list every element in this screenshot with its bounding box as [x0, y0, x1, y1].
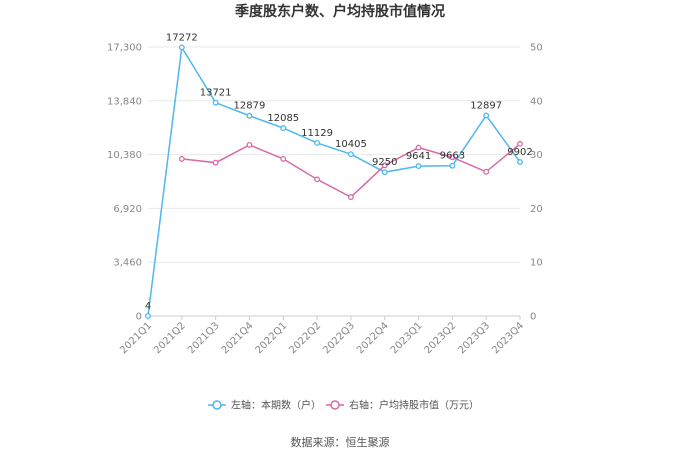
y-axis-right: 0 10 20 30 40 50	[530, 43, 543, 323]
series-point-1	[449, 154, 456, 161]
x-tick-label: 2023Q2	[423, 320, 459, 356]
x-tick-label: 2022Q2	[287, 320, 323, 356]
series-point-1	[381, 162, 388, 169]
y-left-tick-label: 3,460	[113, 258, 142, 269]
series-point-1	[246, 141, 253, 148]
series-point-0	[145, 312, 151, 319]
source-note: 数据来源：恒生聚源	[291, 435, 390, 449]
series-point-1	[347, 194, 354, 201]
data-label: 9663	[440, 151, 465, 162]
series-point-1	[212, 159, 219, 166]
y-left-tick-label: 17,300	[107, 43, 142, 54]
data-label: 13721	[200, 88, 232, 99]
data-label: 17272	[166, 32, 198, 43]
series-point-1	[483, 168, 490, 175]
legend-marker-0	[212, 400, 222, 410]
series-point-1	[178, 155, 185, 162]
y-right-tick-label: 20	[530, 204, 543, 215]
y-left-tick-label: 10,380	[107, 150, 142, 161]
data-label: 9641	[406, 151, 431, 162]
series-point-1	[280, 155, 287, 162]
y-left-tick-label: 6,920	[113, 204, 142, 215]
x-tick-label: 2022Q4	[355, 320, 391, 356]
y-left-tick-label: 13,840	[107, 96, 142, 107]
legend[interactable]: 左轴：本期数（户） 右轴：户均持股市值（万元）	[208, 399, 479, 412]
y-right-tick-label: 50	[530, 43, 543, 54]
x-tick-label: 2021Q1	[118, 320, 154, 356]
series-point-1	[415, 144, 422, 151]
data-label: 12897	[470, 100, 502, 111]
data-label: 12879	[234, 101, 266, 112]
x-tick-label: 2023Q4	[490, 320, 526, 356]
series-layer	[145, 44, 523, 319]
y-right-tick-label: 10	[530, 258, 543, 269]
series-point-0	[178, 44, 185, 51]
series-point-0	[449, 162, 456, 169]
x-tick-label: 2021Q3	[186, 320, 222, 356]
series-point-1	[517, 140, 523, 147]
x-tick-label: 2023Q3	[456, 320, 492, 356]
data-label: 10405	[335, 139, 367, 150]
x-tick-label: 2021Q2	[152, 320, 188, 356]
x-tick-label: 2022Q1	[254, 320, 290, 356]
x-axis: 2021Q12021Q22021Q32021Q42022Q12022Q22022…	[118, 316, 526, 356]
series-point-0	[246, 112, 253, 119]
x-tick-label: 2022Q3	[321, 320, 357, 356]
chart-title: 季度股东户数、户均持股市值情况	[234, 3, 445, 20]
y-right-tick-label: 40	[530, 96, 543, 107]
data-label: 12085	[267, 113, 299, 124]
series-point-1	[314, 176, 321, 183]
series-point-0	[415, 163, 422, 170]
series-point-0	[212, 99, 219, 106]
data-label: 11129	[301, 128, 333, 139]
grid-lines	[148, 46, 520, 317]
series-point-0	[381, 169, 388, 176]
data-label: 9250	[372, 157, 397, 168]
legend-label-0: 左轴：本期数（户）	[231, 399, 321, 412]
legend-marker-1	[330, 400, 340, 410]
y-right-tick-label: 30	[530, 150, 543, 161]
x-tick-label: 2023Q1	[389, 320, 425, 356]
y-left-tick-label: 0	[136, 312, 142, 323]
data-label: 9902	[507, 147, 532, 158]
y-axis-left: 0 3,460 6,920 10,380 13,840 17,300	[107, 43, 142, 323]
data-label: 4	[145, 301, 151, 312]
series-point-0	[483, 112, 490, 119]
series-point-0	[347, 151, 354, 158]
x-tick-label: 2021Q4	[220, 320, 256, 356]
series-point-0	[517, 159, 523, 165]
series-point-0	[280, 125, 287, 132]
series-point-0	[314, 140, 321, 146]
y-right-tick-label: 0	[530, 312, 536, 323]
legend-label-1: 右轴：户均持股市值（万元）	[349, 399, 479, 412]
series-line-0	[147, 45, 521, 317]
